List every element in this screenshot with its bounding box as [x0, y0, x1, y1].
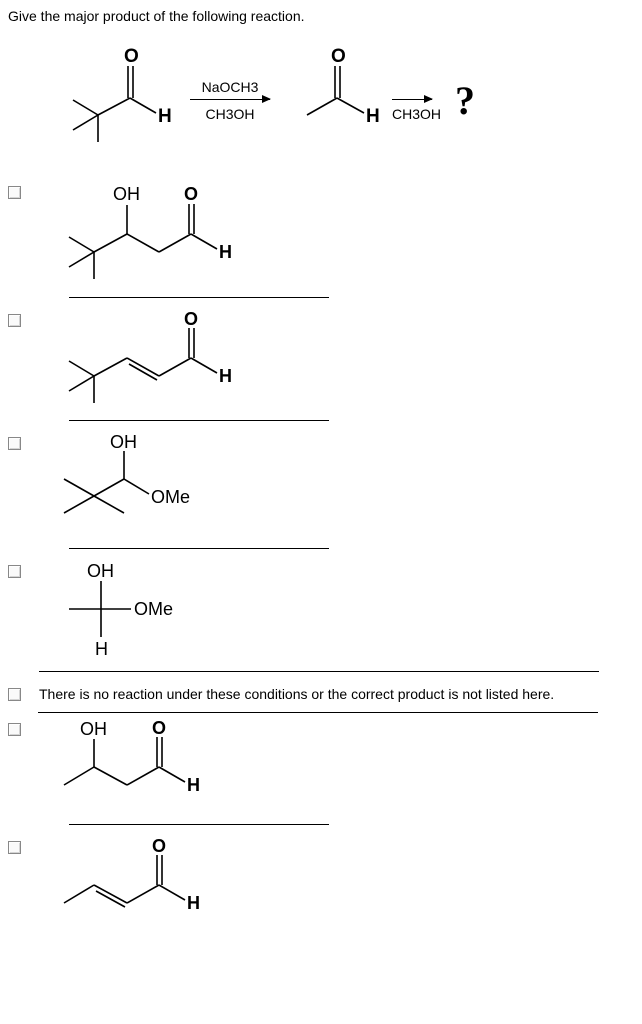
option-d-checkbox[interactable]: [8, 565, 21, 578]
question-text: Give the major product of the following …: [8, 8, 634, 24]
option-divider: [69, 824, 329, 825]
option-e-text: There is no reaction under these conditi…: [39, 682, 634, 708]
option-f-structure: OH O H: [39, 717, 259, 817]
hydrogen-label-2: H: [366, 106, 380, 127]
ome-label: OMe: [134, 599, 173, 619]
option-divider: [69, 420, 329, 421]
option-f: OH O H: [8, 717, 634, 831]
h-label: H: [187, 775, 200, 795]
reagent-bottom-label-2: CH3OH: [392, 106, 441, 122]
option-g: O H: [8, 835, 634, 939]
option-c: OH OMe: [8, 431, 634, 555]
option-b-structure: O H: [39, 308, 279, 413]
oh-label: OH: [87, 561, 114, 581]
option-c-checkbox[interactable]: [8, 437, 21, 450]
oh-label: OH: [110, 432, 137, 452]
question-mark: ?: [455, 77, 475, 124]
option-a-structure: OH O H: [39, 180, 279, 290]
option-c-structure: OH OMe: [39, 431, 239, 541]
option-divider: [38, 712, 598, 713]
option-e-checkbox[interactable]: [8, 688, 21, 701]
h-label: H: [219, 242, 232, 262]
reaction-arrow-2: [392, 99, 432, 100]
oxygen-label: O: [124, 46, 139, 67]
o-label: O: [184, 184, 198, 204]
reaction-arrow-1: [190, 99, 270, 100]
option-g-structure: O H: [39, 835, 259, 930]
oh-label: OH: [80, 719, 107, 739]
o-label: O: [152, 836, 166, 856]
o-label: O: [184, 309, 198, 329]
hydrogen-label: H: [158, 106, 172, 127]
reagent-top-label: NaOCH3: [190, 79, 270, 95]
reactant-2-structure: O H: [282, 40, 392, 160]
reagent-bottom-label: CH3OH: [190, 106, 270, 122]
reaction-scheme: O H NaOCH3 CH3OH O H CH3OH ?: [48, 40, 634, 160]
option-d-structure: OH OMe H: [39, 559, 239, 664]
option-g-checkbox[interactable]: [8, 841, 21, 854]
h-label: H: [187, 893, 200, 913]
h-label: H: [95, 639, 108, 659]
option-d: OH OMe H: [8, 559, 634, 678]
ome-label: OMe: [151, 487, 190, 507]
reagent-block-2: CH3OH: [392, 79, 453, 122]
oh-label: OH: [113, 184, 140, 204]
option-a-checkbox[interactable]: [8, 186, 21, 199]
reactant-1-structure: O H: [48, 40, 178, 160]
option-divider: [69, 548, 329, 549]
option-divider: [69, 297, 329, 298]
reagent-block-1: NaOCH3 CH3OH: [178, 79, 282, 122]
option-b-checkbox[interactable]: [8, 314, 21, 327]
o-label: O: [152, 718, 166, 738]
option-e: There is no reaction under these conditi…: [8, 682, 634, 708]
option-b: O H: [8, 308, 634, 427]
oxygen-label-2: O: [331, 46, 346, 67]
option-f-checkbox[interactable]: [8, 723, 21, 736]
h-label: H: [219, 366, 232, 386]
option-divider: [39, 671, 599, 672]
option-a: OH O H: [8, 180, 634, 304]
